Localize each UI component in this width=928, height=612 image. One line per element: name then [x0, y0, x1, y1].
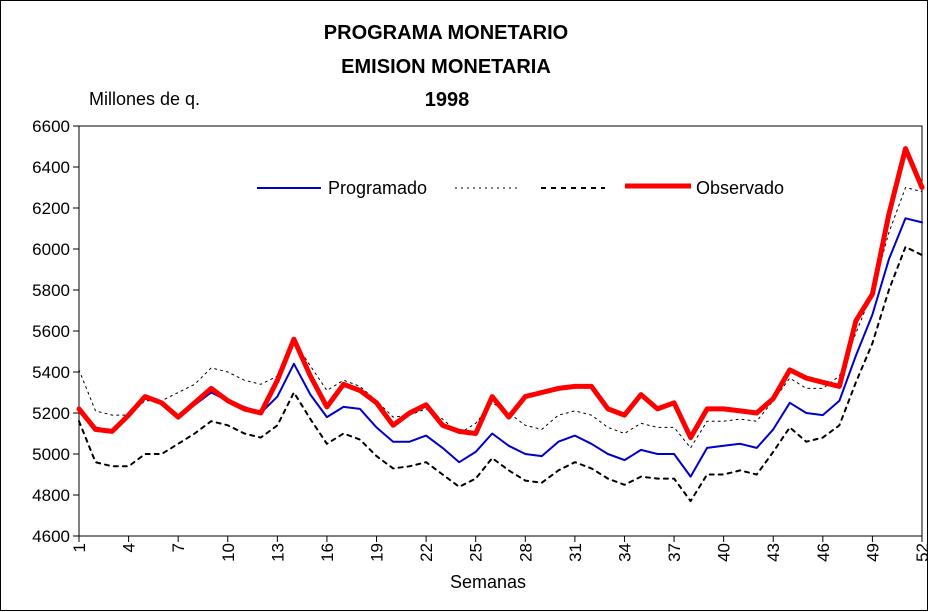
y-axis: 4600 4800 5000 5200 5400 5600 5800 6000 6200 6400… [32, 117, 79, 546]
y-tick-label: 5400 [32, 363, 70, 382]
plot-border [78, 125, 923, 537]
y-tick-label: 5000 [32, 445, 70, 464]
x-tick-label: 31 [566, 543, 585, 562]
y-tick-label: 6400 [32, 158, 70, 177]
series-group [76, 146, 925, 503]
y-tick-label: 4800 [32, 486, 70, 505]
y-tick-label: 5200 [32, 404, 70, 423]
y-tick-label: 6000 [32, 240, 70, 259]
series-line-0 [78, 217, 923, 478]
x-tick-label: 52 [913, 543, 928, 562]
chart-subtitle: EMISION MONETARIA [341, 56, 551, 78]
x-tick-label: 19 [368, 543, 387, 562]
x-axis-title: Semanas [450, 572, 526, 592]
x-axis: 1 4 7 10 13 16 19 22 25 28 31 34 37 40 43 46 49 52 [70, 536, 928, 562]
series-line-3 [76, 146, 925, 441]
legend-label-observado: Observado [696, 178, 784, 198]
x-tick-label: 7 [169, 543, 188, 552]
y-tick-label: 5800 [32, 281, 70, 300]
x-tick-label: 43 [764, 543, 783, 562]
legend: Programado Observado [257, 178, 784, 198]
x-tick-label: 10 [219, 543, 238, 562]
x-tick-label: 40 [715, 543, 734, 562]
y-tick-label: 6200 [32, 199, 70, 218]
x-tick-label: 25 [467, 543, 486, 562]
y-tick-label: 4600 [32, 527, 70, 546]
y-tick-label: 6600 [32, 117, 70, 136]
x-tick-label: 34 [615, 543, 634, 562]
x-tick-label: 16 [318, 543, 337, 562]
x-tick-label: 13 [268, 543, 287, 562]
x-tick-label: 37 [665, 543, 684, 562]
x-tick-label: 28 [516, 543, 535, 562]
x-tick-label: 4 [120, 543, 139, 552]
x-tick-label: 1 [70, 543, 89, 552]
y-tick-label: 5600 [32, 322, 70, 341]
x-tick-label: 22 [417, 543, 436, 562]
units-label: Millones de q. [89, 89, 200, 109]
plot-area [78, 125, 923, 537]
x-tick-label: 49 [863, 543, 882, 562]
series-line-2 [78, 245, 923, 503]
x-tick-label: 46 [814, 543, 833, 562]
chart-title: PROGRAMA MONETARIO [324, 22, 568, 44]
legend-label-programado: Programado [328, 178, 427, 198]
year-label: 1998 [425, 89, 470, 111]
